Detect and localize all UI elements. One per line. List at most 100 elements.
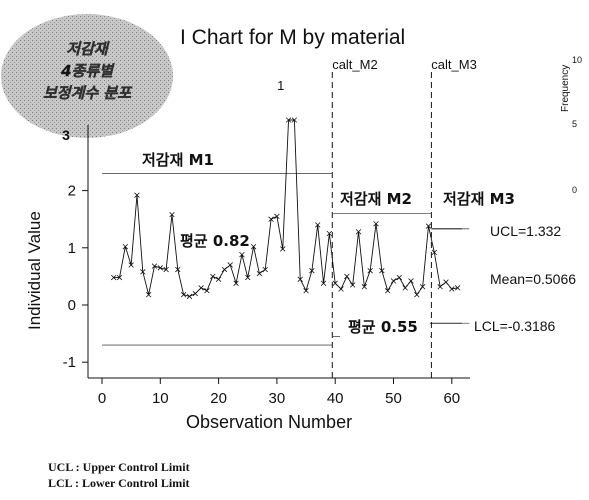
y-tick-label: -1 (63, 354, 76, 371)
frequency-tick-label: 5 (572, 119, 577, 129)
data-point (268, 216, 274, 222)
annotation-avg2: 평균 0.55 (348, 318, 418, 336)
data-point (274, 213, 280, 220)
data-point (169, 211, 175, 218)
data-point (116, 274, 123, 281)
data-point (256, 270, 263, 277)
x-tick-label: 40 (327, 390, 344, 407)
footnote-ucl: UCL : Upper Control Limit (48, 460, 190, 474)
chart-frame (87, 125, 470, 379)
data-point (280, 246, 286, 252)
x-tick-label: 0 (98, 390, 106, 407)
data-point (140, 269, 146, 275)
data-point (350, 282, 356, 288)
data-point (449, 286, 455, 292)
data-point (128, 262, 134, 268)
y-axis-label: Individual Value (25, 211, 44, 330)
badge-line: 보정계수 분포 (43, 84, 133, 102)
data-point (215, 276, 222, 282)
data-point (309, 267, 315, 274)
data-point (454, 285, 461, 291)
stage-label: calt_M3 (431, 57, 477, 72)
annotation-avg1: 평균 0.82 (180, 232, 250, 250)
annotation-avg2-bg (340, 314, 430, 338)
data-point (408, 278, 414, 284)
data-point (396, 274, 403, 281)
series-line (113, 119, 458, 297)
x-tick-label: 60 (443, 390, 460, 407)
annotation-m2-bg (335, 186, 429, 210)
data-point (204, 288, 210, 294)
data-point (233, 280, 239, 286)
data-point (315, 222, 321, 228)
y-tick-label: 2 (68, 183, 76, 200)
data-point (425, 223, 432, 229)
data-point (245, 274, 251, 281)
annotation-m1: 저감재 M1 (142, 151, 214, 169)
data-point (297, 276, 303, 282)
badge-ellipse (1, 14, 173, 138)
x-tick-label: 50 (385, 390, 402, 407)
x-tick-label: 30 (269, 390, 286, 407)
annotation-m3: 저감재 M3 (443, 190, 515, 208)
data-point (110, 274, 117, 281)
y-tick-label: 0 (68, 297, 76, 314)
data-point (344, 273, 350, 280)
frequency-axis: 10 5 0 Frequency (560, 55, 582, 195)
y-axis: -1 0 1 2 (63, 183, 88, 371)
data-point (210, 273, 216, 280)
data-point (361, 284, 368, 290)
data-series: 1 (110, 78, 461, 300)
annotations: 저감재 M1 평균 0.82 저감재 M2 저감재 M3 평균 0.55 UCL=1.33… (142, 151, 576, 338)
data-point (175, 266, 181, 273)
data-point (122, 243, 129, 250)
frequency-axis-label: Frequency (560, 65, 571, 112)
data-point (390, 278, 397, 284)
x-tick-label: 10 (152, 390, 169, 407)
data-point (303, 288, 309, 294)
data-point (437, 284, 443, 290)
data-point (443, 279, 449, 285)
data-point (414, 292, 420, 298)
data-point (239, 251, 245, 258)
ucl-label: UCL=1.332 (490, 223, 561, 239)
mean-label: Mean=0.5066 (490, 271, 576, 287)
data-point (419, 284, 426, 290)
x-tick-label: 20 (210, 390, 227, 407)
data-point (355, 229, 362, 235)
data-point (431, 249, 437, 256)
chart-title: I Chart for M by material (180, 26, 405, 49)
data-point (285, 117, 292, 123)
annotation-m2: 저감재 M2 (340, 190, 412, 208)
data-point (151, 263, 158, 269)
data-point (221, 266, 228, 273)
x-axis-label: Observation Number (186, 412, 352, 432)
data-point (332, 280, 338, 286)
data-point (250, 243, 257, 250)
lcl-label: LCL=-0.3186 (474, 318, 556, 334)
stage-label: calt_M2 (332, 57, 378, 72)
footnote-lcl: LCL : Lower Control Limit (48, 476, 190, 490)
data-point (402, 285, 408, 291)
data-point (373, 221, 379, 227)
frequency-tick-label: 10 (572, 55, 582, 65)
data-point (145, 292, 152, 298)
data-point (180, 292, 187, 298)
y-tick-label: 1 (68, 240, 76, 257)
frequency-tick-label: 0 (572, 185, 577, 195)
data-point (384, 288, 391, 294)
data-point (320, 280, 327, 286)
data-point (186, 293, 193, 300)
data-point (291, 117, 298, 123)
data-point (379, 267, 385, 274)
badge-line: 저감재 (66, 40, 110, 58)
data-point (367, 267, 373, 274)
data-point (326, 230, 333, 237)
data-point (157, 265, 163, 271)
data-point (134, 192, 140, 198)
data-point (338, 286, 344, 292)
data-point (198, 285, 204, 291)
data-point (192, 290, 198, 297)
